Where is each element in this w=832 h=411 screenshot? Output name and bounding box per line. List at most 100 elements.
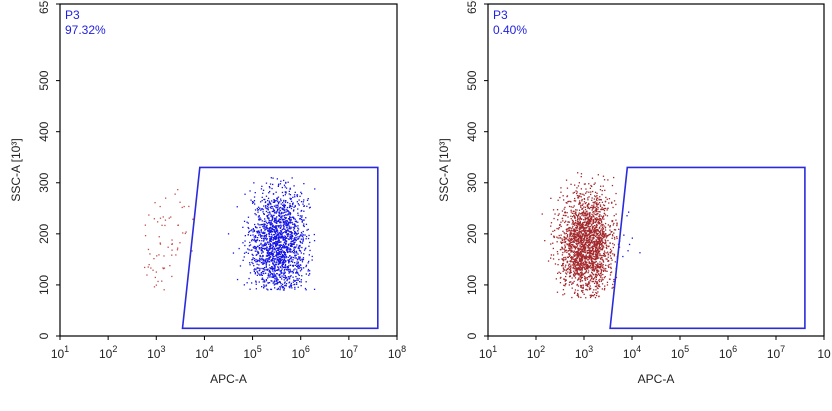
- data-point: [587, 249, 589, 251]
- data-point: [581, 274, 583, 276]
- data-point: [580, 253, 583, 255]
- data-point: [593, 234, 595, 236]
- data-point: [288, 259, 290, 261]
- data-point: [585, 223, 588, 225]
- data-point: [583, 221, 585, 224]
- data-point: [283, 255, 285, 258]
- data-point: [147, 266, 149, 268]
- data-point: [586, 237, 588, 239]
- data-point: [262, 192, 264, 194]
- data-point: [266, 233, 268, 236]
- data-point: [286, 227, 288, 229]
- data-point: [271, 227, 273, 229]
- data-point: [279, 230, 282, 232]
- data-point: [260, 242, 262, 245]
- y-tick-label: 500: [37, 70, 51, 90]
- data-point: [601, 264, 603, 266]
- data-point: [588, 183, 590, 185]
- data-point: [566, 273, 568, 275]
- data-point: [574, 228, 576, 230]
- data-point: [285, 254, 287, 256]
- data-point: [606, 252, 608, 254]
- data-point: [309, 206, 311, 208]
- data-point: [597, 265, 599, 267]
- data-point: [583, 262, 585, 264]
- data-point: [270, 223, 272, 225]
- data-point: [275, 206, 277, 209]
- data-point: [590, 250, 592, 253]
- data-point: [285, 242, 287, 244]
- data-point: [567, 260, 569, 263]
- data-point: [275, 238, 277, 241]
- data-point: [248, 245, 251, 247]
- data-point: [597, 208, 599, 210]
- data-point: [281, 283, 284, 285]
- data-point: [605, 244, 607, 246]
- data-point: [279, 244, 281, 246]
- data-point: [583, 194, 585, 196]
- data-point: [259, 274, 261, 276]
- data-point: [582, 238, 585, 240]
- data-point: [280, 203, 282, 205]
- data-point: [257, 211, 259, 213]
- data-point: [279, 212, 281, 214]
- data-point: [580, 173, 583, 175]
- data-point: [590, 218, 593, 220]
- data-point: [598, 219, 600, 221]
- data-point: [612, 224, 614, 226]
- data-point: [272, 243, 274, 245]
- data-point: [284, 204, 286, 206]
- data-point: [271, 247, 273, 249]
- data-point: [602, 216, 604, 218]
- data-point: [165, 197, 167, 199]
- data-point: [587, 225, 589, 228]
- data-point: [577, 255, 580, 258]
- gate-p3-polygon[interactable]: [609, 166, 806, 330]
- data-point: [285, 247, 287, 249]
- data-point: [258, 232, 260, 234]
- data-point: [267, 243, 270, 245]
- data-point: [596, 206, 598, 208]
- data-point: [582, 235, 584, 237]
- data-point: [616, 224, 618, 227]
- data-point: [602, 216, 604, 218]
- data-point: [273, 230, 275, 232]
- data-point: [276, 277, 278, 279]
- data-point: [283, 259, 286, 261]
- data-point: [603, 277, 605, 279]
- data-point: [579, 228, 581, 230]
- data-point: [253, 236, 255, 238]
- data-point: [562, 267, 564, 269]
- data-point: [562, 265, 564, 267]
- data-point: [601, 288, 603, 290]
- data-point: [264, 242, 266, 244]
- data-point: [278, 255, 280, 258]
- data-point: [278, 220, 280, 223]
- data-point: [589, 232, 591, 234]
- data-point: [544, 240, 546, 242]
- data-point: [282, 215, 284, 217]
- data-point: [283, 219, 285, 221]
- data-point: [284, 217, 286, 219]
- data-point: [579, 244, 581, 246]
- data-point: [595, 239, 598, 242]
- data-point: [585, 288, 587, 291]
- data-point: [631, 237, 633, 239]
- data-point: [590, 256, 592, 258]
- data-point: [276, 244, 278, 246]
- data-point: [254, 203, 256, 205]
- data-point: [284, 266, 286, 269]
- data-point: [600, 254, 602, 257]
- data-point: [599, 226, 601, 228]
- data-point: [607, 260, 609, 262]
- data-point: [255, 214, 257, 216]
- data-point: [591, 254, 593, 256]
- data-point: [289, 187, 291, 189]
- data-point: [259, 217, 261, 219]
- data-point: [289, 271, 291, 273]
- data-point: [573, 241, 576, 243]
- data-point: [267, 282, 269, 284]
- data-point: [592, 216, 595, 218]
- gate-p3-polygon[interactable]: [181, 166, 379, 330]
- data-point: [572, 240, 574, 242]
